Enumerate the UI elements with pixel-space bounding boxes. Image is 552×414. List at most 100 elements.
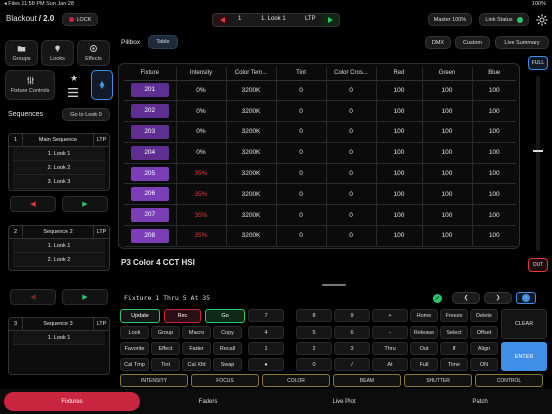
fixture-number[interactable]: 206 [130,187,169,202]
next-cue-button[interactable] [322,15,338,25]
key-home[interactable]: Home [410,309,438,322]
cursor-left-button[interactable]: ❮ [452,292,480,304]
key-effect[interactable]: Effect [151,342,180,355]
key-2[interactable]: 2 [296,342,332,355]
cue-item[interactable]: 3. Look 3 [13,175,105,189]
key-look[interactable]: Look [120,326,149,339]
fixture-cell[interactable]: 202 [124,100,177,123]
key-dot[interactable]: ● [248,358,284,371]
key-recall[interactable]: Recall [213,342,242,355]
key-5[interactable]: 5 [296,326,332,339]
fixture-cell[interactable]: 203 [124,121,177,143]
tab-live-summary[interactable]: Live Summary [495,36,549,49]
key-offset[interactable]: Offset [470,326,498,339]
tab-dmx[interactable]: DMX [425,36,451,49]
cue-item[interactable]: 1. Look 1 [13,147,105,161]
key-full[interactable]: Full [410,358,438,371]
table-row[interactable]: 204 0% 3200K 0 0 100 100 100 [124,142,516,164]
cue-item[interactable]: 2. Look 2 [13,253,105,267]
fixture-cell[interactable]: 207 [124,204,177,227]
looks-button[interactable]: Looks [41,40,74,66]
nav-tab-faders[interactable]: Faders [140,392,276,411]
fixture-cell[interactable]: 204 [124,142,177,164]
column-header[interactable]: Blue [472,67,516,81]
key-dot[interactable]: + [372,309,408,322]
cue-item[interactable]: 1. Look 1 [13,331,105,345]
column-header[interactable]: Red [376,67,423,81]
column-header[interactable]: Intensity [176,67,227,81]
sequence-2-back-button[interactable]: ◀ [10,289,56,305]
key-1[interactable]: 1 [248,342,284,355]
master-button[interactable]: Master 100% [428,13,472,26]
key-4[interactable]: 4 [248,326,284,339]
key-7[interactable]: 7 [248,309,284,322]
command-line[interactable]: Fixture 1 Thru 5 At 35 [118,291,450,305]
column-header[interactable]: Color Cros... [326,67,377,81]
check-icon[interactable]: ✓ [433,294,442,303]
fader-out-button[interactable]: OUT [528,258,548,272]
table-row[interactable]: 208 35% 3200K 0 0 100 100 100 [124,225,516,247]
fixture-number[interactable]: 208 [130,228,169,243]
sequence-card-3[interactable]: 3 Sequence 3 LTP 1. Look 1 [8,317,110,375]
list-icon[interactable] [68,88,80,98]
key-on[interactable]: ON [470,358,498,371]
column-header[interactable]: Tint [276,67,327,81]
key-8[interactable]: 8 [296,309,332,322]
sequence-1-back-button[interactable]: ◀ [10,196,56,212]
nav-tab-patch[interactable]: Patch [412,392,548,411]
fixture-cell[interactable]: 201 [124,80,177,102]
fixture-view-button[interactable] [91,70,113,100]
key-thru[interactable]: Thru [372,342,408,355]
attribute-tab-beam[interactable]: BEAM [333,374,401,387]
attribute-tab-control[interactable]: CONTROL [475,374,543,387]
key-select[interactable]: Select [440,326,468,339]
key-dot[interactable]: - [372,326,408,339]
key-if[interactable]: If [440,342,468,355]
table-row[interactable]: 203 0% 3200K 0 0 100 100 100 [124,121,516,143]
sequence-card-2[interactable]: 2 Sequence 2 LTP 1. Look 1 2. Look 2 [8,225,110,271]
go-to-look-button[interactable]: Go to Look 0 [62,108,110,121]
attribute-tab-focus[interactable]: FOCUS [191,374,259,387]
key-copy[interactable]: Copy [213,326,242,339]
column-header[interactable]: Color Tem... [226,67,277,81]
key-favorite[interactable]: Favorite [120,342,149,355]
key-time[interactable]: Time [440,358,468,371]
lock-button[interactable]: LOCK [62,13,98,26]
previous-cue-button[interactable] [214,15,230,25]
fixture-cell[interactable]: 206 [124,183,177,206]
tab-custom[interactable]: Custom [455,36,490,49]
fixture-number[interactable]: 207 [130,208,169,223]
table-row[interactable]: 205 35% 3200K 0 0 100 100 100 [124,163,516,185]
attribute-tab-shutter[interactable]: SHUTTER [404,374,472,387]
cue-item[interactable]: 2. Look 2 [13,161,105,175]
table-row[interactable]: 202 0% 3200K 0 0 100 100 100 [124,100,516,123]
fixture-cell[interactable]: 205 [124,163,177,185]
key-9[interactable]: 9 [334,309,370,322]
key-out[interactable]: Out [410,342,438,355]
table-row[interactable]: 206 35% 3200K 0 0 100 100 100 [124,183,516,206]
tab-table[interactable]: Table [148,35,178,49]
fixture-number[interactable]: 204 [130,145,169,160]
key-group[interactable]: Group [151,326,180,339]
clear-button[interactable]: CLEAR [501,309,547,339]
tab-pillbox[interactable]: Pillbox [121,39,141,46]
cue-item[interactable]: 1. Look 1 [13,239,105,253]
key-freeze[interactable]: Freeze [440,309,468,322]
key-at[interactable]: At [372,358,408,371]
fixture-number[interactable]: 203 [130,124,169,139]
cursor-right-button[interactable]: ❯ [484,292,512,304]
table-row[interactable]: 207 35% 3200K 0 0 100 100 100 [124,204,516,227]
fixture-number[interactable]: 205 [130,166,169,181]
key-delete[interactable]: Delete [470,309,498,322]
key-align[interactable]: Align [470,342,498,355]
update-button[interactable]: Update [120,309,160,323]
groups-button[interactable]: Groups [5,40,38,66]
fixture-number[interactable]: 201 [130,83,169,98]
key-6[interactable]: 6 [334,326,370,339]
key-swap[interactable]: Swap [213,358,242,371]
key-cal-tmp[interactable]: Cal Tmp [120,358,149,371]
key-tint[interactable]: Tint [151,358,180,371]
sequence-2-go-button[interactable]: ▶ [62,289,108,305]
star-icon[interactable]: ★ [69,72,79,83]
effects-button[interactable]: Effects [77,40,110,66]
